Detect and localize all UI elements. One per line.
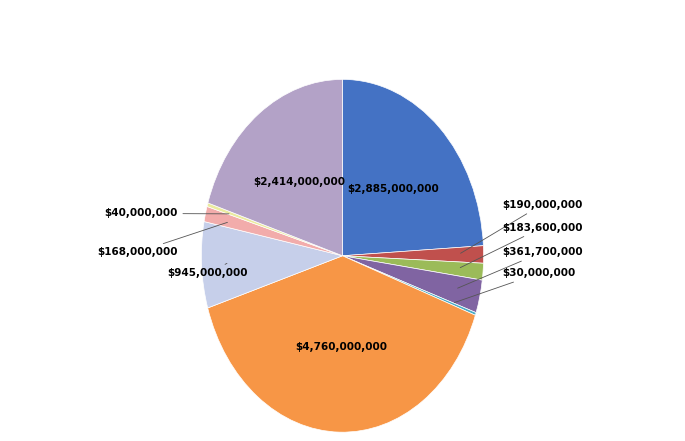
Wedge shape xyxy=(342,256,484,280)
Text: $183,600,000: $183,600,000 xyxy=(460,223,582,268)
Text: $361,700,000: $361,700,000 xyxy=(458,247,582,288)
Wedge shape xyxy=(207,203,342,256)
Text: $40,000,000: $40,000,000 xyxy=(104,209,229,218)
Wedge shape xyxy=(208,256,475,432)
Wedge shape xyxy=(204,206,342,256)
Wedge shape xyxy=(342,246,484,263)
Text: $2,885,000,000: $2,885,000,000 xyxy=(347,184,439,194)
Text: $2,414,000,000: $2,414,000,000 xyxy=(253,177,345,187)
Wedge shape xyxy=(342,79,484,256)
Text: $4,760,000,000: $4,760,000,000 xyxy=(295,343,387,352)
Wedge shape xyxy=(208,79,342,256)
Text: $190,000,000: $190,000,000 xyxy=(460,200,582,253)
Text: $945,000,000: $945,000,000 xyxy=(167,263,248,278)
Wedge shape xyxy=(342,256,482,313)
Text: $168,000,000: $168,000,000 xyxy=(97,222,227,257)
Wedge shape xyxy=(201,221,342,308)
Wedge shape xyxy=(342,256,476,315)
Text: $30,000,000: $30,000,000 xyxy=(454,269,575,303)
